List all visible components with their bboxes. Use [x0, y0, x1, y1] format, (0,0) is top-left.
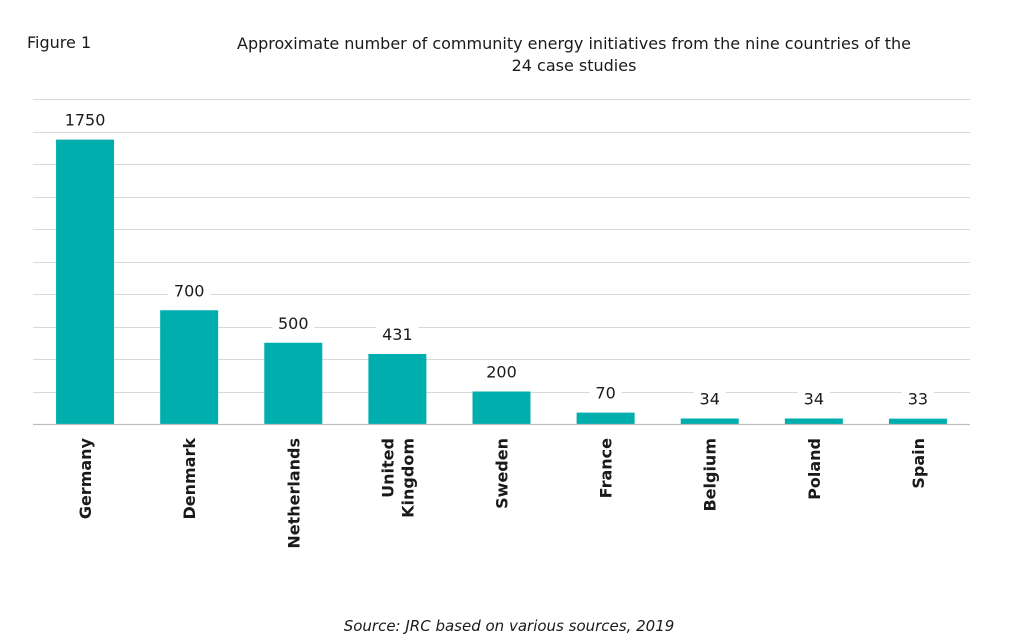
- bar: [472, 391, 531, 424]
- category-label-line: Kingdom: [398, 438, 417, 518]
- category-label-line: Denmark: [180, 438, 199, 520]
- bar: [888, 418, 947, 424]
- data-label: 1750: [65, 111, 106, 130]
- data-label: 33: [908, 390, 928, 409]
- data-label: 700: [174, 281, 205, 300]
- category-label-line: Belgium: [701, 438, 720, 512]
- category-label: Belgium: [701, 438, 720, 512]
- data-label-bg: [901, 387, 934, 411]
- data-label-bg: [376, 322, 419, 346]
- category-label: Netherlands: [284, 438, 303, 549]
- category-label-line: Spain: [909, 438, 928, 489]
- bar: [784, 418, 843, 424]
- chart-title-line-1: Approximate number of community energy i…: [237, 34, 911, 53]
- data-label: 34: [804, 389, 824, 408]
- bar: [576, 412, 635, 424]
- category-label-line: Sweden: [493, 438, 512, 509]
- data-label-bg: [59, 108, 112, 132]
- data-label-bg: [589, 381, 622, 405]
- bar: [368, 353, 427, 424]
- data-label: 500: [278, 314, 309, 333]
- category-label: Germany: [76, 437, 95, 519]
- category-label-line: Germany: [76, 437, 95, 519]
- data-label: 431: [382, 325, 413, 344]
- figure-label: Figure 1: [27, 33, 92, 52]
- category-label-line: Poland: [805, 438, 824, 500]
- bar: [264, 342, 323, 424]
- bar: [160, 310, 219, 424]
- data-label: 70: [595, 384, 615, 403]
- category-label: Sweden: [493, 438, 512, 509]
- source-note: Source: JRC based on various sources, 20…: [343, 617, 675, 635]
- category-label: Spain: [909, 438, 928, 489]
- data-label: 34: [700, 389, 720, 408]
- data-label-bg: [797, 387, 830, 411]
- category-label-line: Netherlands: [284, 438, 303, 549]
- category-label: France: [597, 438, 616, 498]
- data-label-bg: [168, 279, 211, 303]
- bar: [56, 139, 115, 424]
- data-label-bg: [272, 311, 315, 335]
- chart-title-line-2: 24 case studies: [511, 56, 637, 75]
- data-label-bg: [693, 387, 726, 411]
- category-label-line: France: [597, 438, 616, 498]
- data-label-bg: [480, 360, 523, 384]
- chart-title: Approximate number of community energy i…: [170, 33, 978, 77]
- bar: [680, 418, 739, 424]
- category-label: Denmark: [180, 438, 199, 520]
- category-label: United Kingdom: [378, 438, 417, 518]
- data-label: 200: [486, 363, 517, 382]
- category-label-line: United: [378, 438, 397, 498]
- category-label: Poland: [805, 438, 824, 500]
